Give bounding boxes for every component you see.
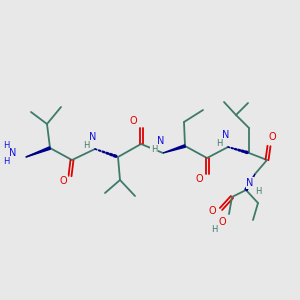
Text: O: O xyxy=(129,116,137,126)
Text: H: H xyxy=(3,157,9,166)
Text: H: H xyxy=(211,224,217,233)
Text: H: H xyxy=(83,140,89,149)
Polygon shape xyxy=(245,174,255,190)
Text: O: O xyxy=(59,176,67,186)
Text: N: N xyxy=(222,130,230,140)
Text: N: N xyxy=(9,148,17,158)
Text: H: H xyxy=(151,145,157,154)
Polygon shape xyxy=(163,145,185,153)
Text: O: O xyxy=(208,206,216,216)
Polygon shape xyxy=(26,147,50,157)
Text: H: H xyxy=(255,187,261,196)
Text: N: N xyxy=(157,136,165,146)
Text: O: O xyxy=(218,217,226,227)
Text: O: O xyxy=(268,132,276,142)
Text: N: N xyxy=(246,178,254,188)
Text: H: H xyxy=(3,140,9,149)
Text: N: N xyxy=(89,132,97,142)
Text: O: O xyxy=(195,174,203,184)
Text: H: H xyxy=(216,139,222,148)
